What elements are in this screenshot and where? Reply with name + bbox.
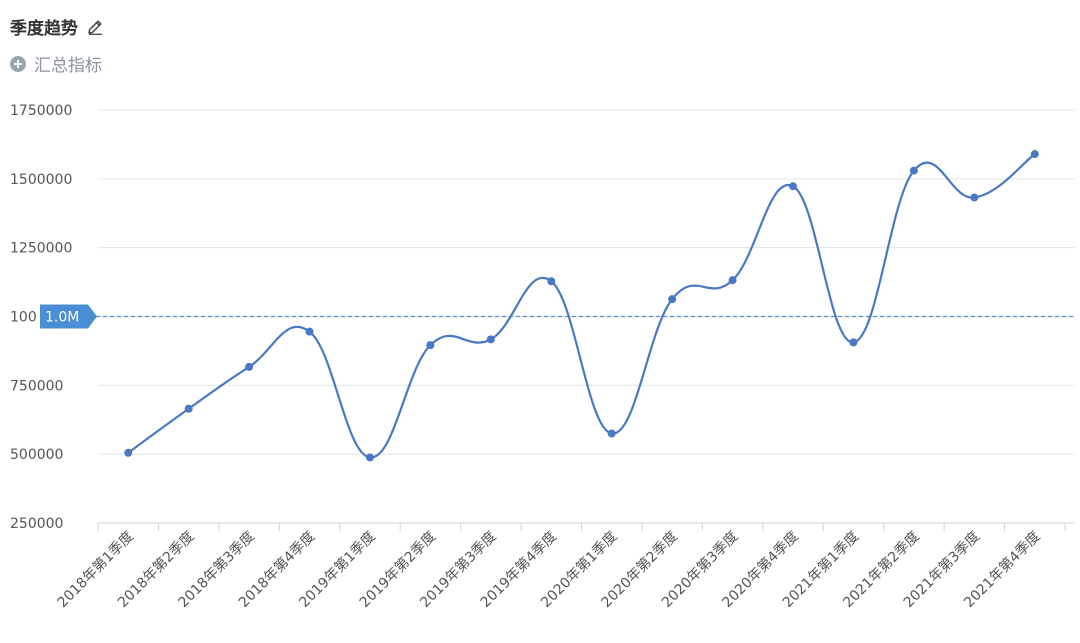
y-axis-ticks: 250000 500000 750000 1250000 1500000 1750000 <box>10 103 72 532</box>
reference-line-group: 100 1.0M <box>10 304 1075 329</box>
data-point[interactable] <box>849 338 858 347</box>
y-tick-label: 1750000 <box>10 103 72 119</box>
pencil-icon[interactable] <box>86 18 104 36</box>
chart-title: 季度趋势 <box>10 19 78 39</box>
data-point[interactable] <box>970 193 979 202</box>
data-point[interactable] <box>305 327 314 336</box>
y-tick-label: 500000 <box>10 447 63 463</box>
chart-header: 季度趋势 汇总指标 <box>10 14 104 76</box>
data-point[interactable] <box>245 362 254 371</box>
y-tick-label: 250000 <box>10 516 63 532</box>
data-point[interactable] <box>486 335 495 344</box>
x-axis-ticks: 2018年第1季度2018年第2季度2018年第3季度2018年第4季度2019… <box>54 523 1066 611</box>
data-point[interactable] <box>124 448 133 457</box>
add-metric-button[interactable]: 汇总指标 <box>10 51 104 76</box>
data-point[interactable] <box>426 341 435 350</box>
reference-label-tag <box>40 304 97 329</box>
data-point[interactable] <box>789 182 798 191</box>
data-point[interactable] <box>547 277 556 286</box>
add-metric-label: 汇总指标 <box>34 56 102 76</box>
data-points <box>124 150 1039 462</box>
data-point[interactable] <box>184 404 193 413</box>
data-point[interactable] <box>607 429 616 438</box>
data-point[interactable] <box>1030 150 1039 159</box>
reference-axis-text: 100 <box>10 310 37 326</box>
plus-circle-icon <box>10 55 26 72</box>
reference-label: 1.0M <box>45 310 79 326</box>
series-line <box>127 153 1036 459</box>
data-point[interactable] <box>728 276 737 285</box>
title-row: 季度趋势 <box>10 14 104 39</box>
y-tick-label: 750000 <box>10 378 63 394</box>
data-point[interactable] <box>909 166 918 175</box>
data-point[interactable] <box>668 295 677 304</box>
y-tick-label: 1500000 <box>10 172 72 188</box>
y-tick-label: 1250000 <box>10 241 72 257</box>
data-point[interactable] <box>365 453 374 462</box>
